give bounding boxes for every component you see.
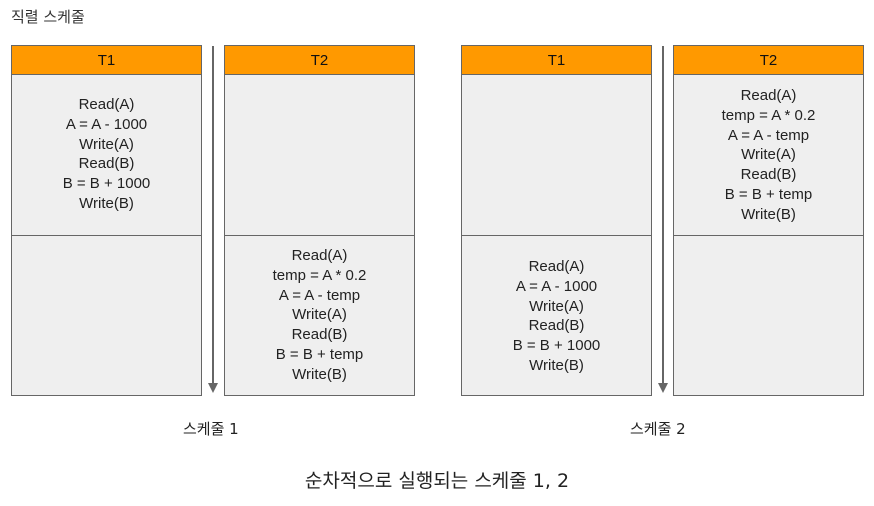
operation-line: A = A - 1000 — [65, 115, 148, 133]
t1-header: T1 — [11, 45, 202, 75]
t2-bottom-cell — [673, 235, 864, 396]
t1-bottom-cell — [11, 235, 202, 396]
operation-line: Read(B) — [740, 166, 797, 184]
t2-header: T2 — [673, 45, 864, 75]
t2-top-cell — [224, 74, 415, 236]
operation-line: Read(B) — [291, 326, 348, 344]
operation-line: A = A - temp — [727, 126, 810, 144]
t1-operations: Read(A) A = A - 1000 Write(A) Read(B) B = B … — [462, 257, 651, 376]
operation-line: Write(A) — [741, 146, 796, 164]
t1-header: T1 — [461, 45, 652, 75]
operation-line: Write(B) — [741, 205, 796, 223]
t1-operations: Read(A) A = A - 1000 Write(A) Read(B) B = B … — [12, 95, 201, 214]
operation-line: Read(A) — [291, 247, 348, 264]
t2-operations: Read(A) temp = A * 0.2 A = A - temp Write(A… — [674, 86, 863, 225]
t2-bottom-cell: Read(A) temp = A * 0.2 A = A - temp Write(A… — [224, 235, 415, 396]
figure-caption: 순차적으로 실행되는 스케줄 1, 2 — [304, 470, 570, 492]
schedule-label: 스케줄 1 — [183, 420, 239, 438]
t2-header: T2 — [224, 45, 415, 75]
operation-line: B = B + temp — [724, 185, 813, 203]
operation-line: Write(A) — [529, 297, 584, 315]
operation-line: temp = A * 0.2 — [272, 266, 367, 284]
operation-line: B = B + 1000 — [512, 337, 601, 355]
operation-line: Read(A) — [740, 87, 797, 104]
operation-line: temp = A * 0.2 — [721, 106, 816, 124]
t1-bottom-cell: Read(A) A = A - 1000 Write(A) Read(B) B = B … — [461, 235, 652, 396]
operation-line: B = B + temp — [275, 345, 364, 363]
operation-line: Read(B) — [528, 317, 585, 335]
t2-operations: Read(A) temp = A * 0.2 A = A - temp Write(A… — [225, 246, 414, 385]
operation-line: A = A - 1000 — [515, 277, 598, 295]
operation-line: Read(B) — [78, 155, 135, 173]
operation-line: B = B + 1000 — [62, 175, 151, 193]
operation-line: Read(A) — [528, 258, 585, 275]
time-arrow-head — [658, 383, 668, 393]
schedule-label: 스케줄 2 — [630, 420, 686, 438]
t1-top-cell — [461, 74, 652, 236]
time-arrow-head — [208, 383, 218, 393]
operation-line: Write(B) — [529, 356, 584, 374]
time-arrow-line — [662, 46, 664, 384]
operation-line: Write(B) — [292, 365, 347, 383]
operation-line: Read(A) — [78, 96, 135, 113]
page-title: 직렬 스케줄 — [11, 8, 85, 26]
t1-top-cell: Read(A) A = A - 1000 Write(A) Read(B) B = B … — [11, 74, 202, 236]
operation-line: Write(A) — [292, 306, 347, 324]
time-arrow-line — [212, 46, 214, 384]
operation-line: Write(A) — [79, 135, 134, 153]
operation-line: Write(B) — [79, 194, 134, 212]
operation-line: A = A - temp — [278, 286, 361, 304]
t2-top-cell: Read(A) temp = A * 0.2 A = A - temp Write(A… — [673, 74, 864, 236]
